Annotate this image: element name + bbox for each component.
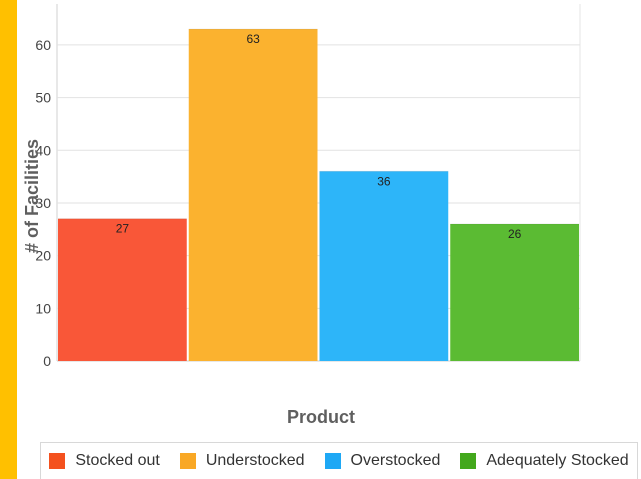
legend-label: Adequately Stocked (486, 452, 629, 469)
legend-label: Understocked (205, 452, 305, 469)
data-label: 26 (508, 227, 522, 241)
y-tick-label: 60 (35, 37, 51, 53)
left-accent-bar (0, 0, 17, 479)
data-label: 27 (116, 222, 130, 236)
y-tick-label: 30 (35, 195, 51, 211)
x-axis-title: Product (287, 407, 355, 427)
data-label: 63 (246, 32, 260, 46)
y-tick-label: 10 (35, 300, 51, 316)
y-axis-ticks: 0 10 20 30 40 50 60 (35, 37, 51, 369)
y-tick-label: 40 (35, 142, 51, 158)
legend-label: Overstocked (350, 452, 441, 469)
bar-overstocked[interactable] (319, 171, 449, 361)
y-tick-label: 0 (43, 353, 51, 369)
legend-swatch (49, 453, 66, 469)
legend-item-stocked-out[interactable]: Stocked out (49, 452, 160, 470)
legend-item-adequately-stocked[interactable]: Adequately Stocked (460, 452, 629, 470)
legend: Stocked out Understocked Overstocked Ade… (40, 442, 638, 479)
legend-swatch (179, 453, 196, 469)
y-axis-title: # of Facilities (22, 139, 42, 253)
bars (58, 28, 579, 362)
data-label: 36 (377, 174, 391, 188)
y-tick-label: 20 (35, 248, 51, 264)
data-labels: 27 63 36 26 (116, 32, 522, 241)
legend-label: Stocked out (75, 452, 160, 469)
bar-adequately-stocked[interactable] (450, 224, 579, 361)
y-tick-label: 50 (35, 90, 51, 106)
legend-swatch (324, 453, 341, 469)
legend-item-overstocked[interactable]: Overstocked (324, 452, 441, 470)
legend-swatch (460, 453, 477, 469)
legend-item-understocked[interactable]: Understocked (179, 452, 305, 470)
bar-stocked-out[interactable] (58, 218, 187, 361)
bar-understocked[interactable] (188, 29, 318, 362)
